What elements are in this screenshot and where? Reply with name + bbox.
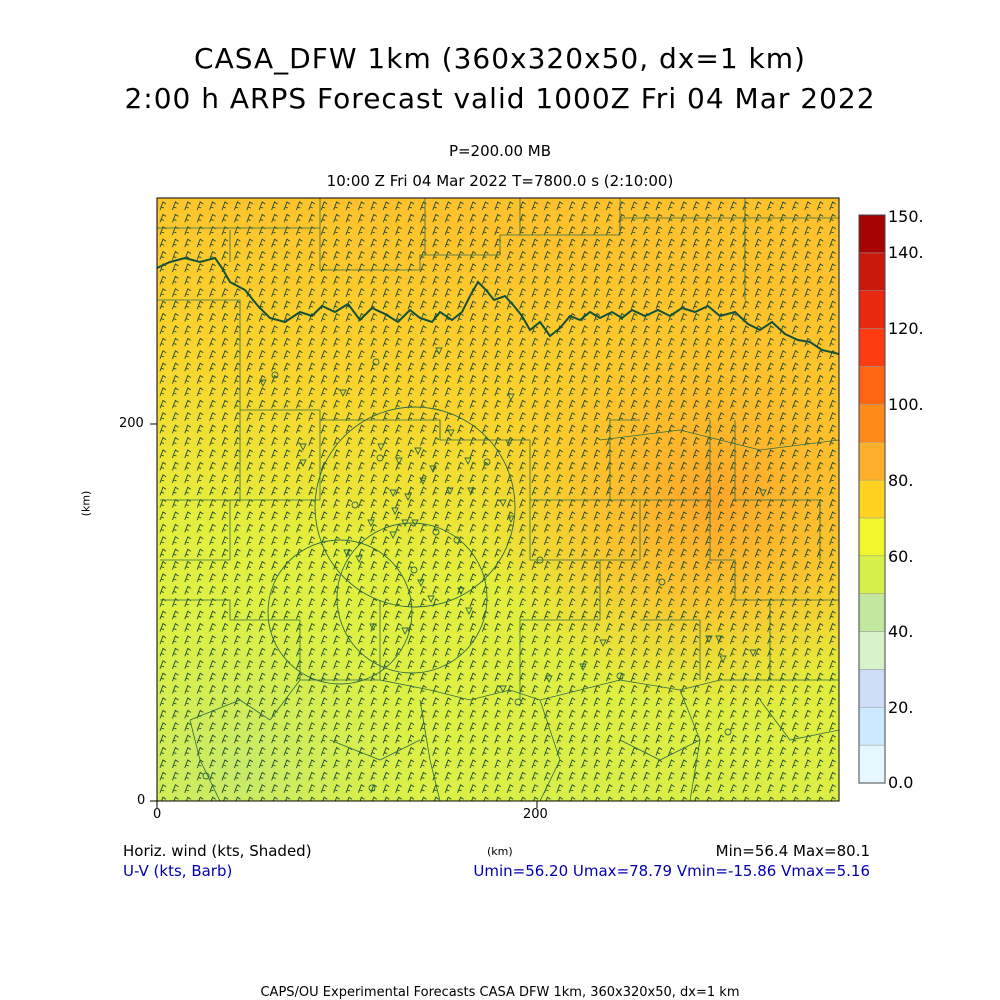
wind-barbs <box>159 201 836 801</box>
colorbar-swatch <box>858 366 886 405</box>
colorbar-swatch <box>858 669 886 708</box>
radar-range-rings <box>267 406 516 685</box>
colorbar-swatch <box>858 744 886 784</box>
y-tick-0: 0 <box>137 793 146 808</box>
colorbar-label-40: 40. <box>888 622 914 641</box>
colorbar-swatch <box>858 214 886 254</box>
red-river-boundary <box>157 256 839 355</box>
uv-range: Umin=56.20 Umax=78.79 Vmin=-15.86 Vmax=5… <box>473 862 870 880</box>
pressure-level: P=200.00 MB <box>448 142 552 160</box>
colorbar-swatch <box>858 517 886 557</box>
colorbar-label-60: 60. <box>888 547 914 566</box>
colorbar-label-80: 80. <box>888 471 914 490</box>
y-axis-unit: (km) <box>79 490 93 517</box>
colorbar-label-150: 150. <box>888 207 924 226</box>
colorbar-label-0: 0.0 <box>888 773 914 792</box>
y-tick-200: 200 <box>119 416 144 431</box>
valid-time: 10:00 Z Fri 04 Mar 2022 T=7800.0 s (2:10… <box>326 172 674 190</box>
colorbar-label-140: 140. <box>888 243 924 262</box>
station-markers <box>202 347 767 792</box>
colorbar-label-100: 100. <box>888 395 924 414</box>
colorbar-swatch <box>858 328 886 367</box>
colorbar-swatch <box>858 252 886 291</box>
vector-legend: U-V (kts, Barb) <box>123 862 233 880</box>
colorbar-swatch <box>858 290 886 329</box>
title-line-1: CASA_DFW 1km (360x320x50, dx=1 km) <box>194 42 806 75</box>
colorbar-label-120: 120. <box>888 319 924 338</box>
colorbar-swatch <box>858 593 886 632</box>
colorbar-swatch <box>858 441 886 481</box>
plot-frame <box>156 197 840 802</box>
colorbar-label-20: 20. <box>888 698 914 717</box>
colorbar-swatch <box>858 555 886 594</box>
colorbar-swatch <box>858 631 886 670</box>
colorbar-swatch <box>858 404 886 443</box>
footer-credit: CAPS/OU Experimental Forecasts CASA DFW … <box>260 985 740 1000</box>
field-legend: Horiz. wind (kts, Shaded) <box>123 842 312 860</box>
x-axis-unit: (km) <box>487 845 513 858</box>
colorbar-frame <box>858 214 886 784</box>
axis-ticks <box>150 423 538 808</box>
title-line-2: 2:00 h ARPS Forecast valid 1000Z Fri 04 … <box>124 82 876 115</box>
colorbar-swatch <box>858 479 886 519</box>
x-tick-200: 200 <box>523 807 548 822</box>
county-boundaries <box>157 198 839 801</box>
colorbar <box>858 214 886 784</box>
min-max: Min=56.4 Max=80.1 <box>715 842 870 860</box>
wind-barb-field <box>159 201 836 801</box>
x-tick-0: 0 <box>153 807 162 822</box>
colorbar-swatch <box>858 707 886 746</box>
